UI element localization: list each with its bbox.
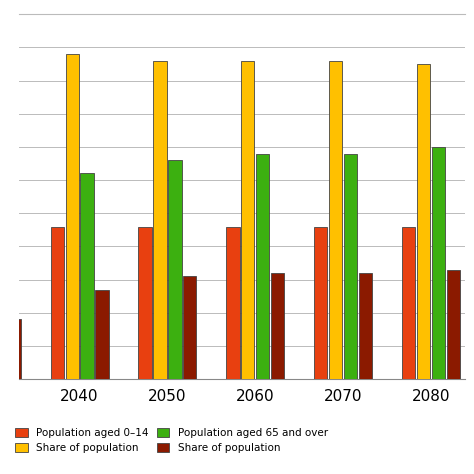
Bar: [0, 203, 6, 379]
Bar: [154, 61, 166, 379]
Bar: [138, 227, 152, 379]
Bar: [183, 276, 197, 379]
Bar: [314, 227, 328, 379]
Bar: [329, 61, 342, 379]
Bar: [8, 319, 21, 379]
Bar: [432, 147, 445, 379]
Bar: [256, 154, 269, 379]
Bar: [344, 154, 357, 379]
Bar: [95, 290, 109, 379]
Legend: Population aged 0–14, Share of population, Population aged 65 and over, Share of: Population aged 0–14, Share of populatio…: [15, 428, 328, 454]
Bar: [227, 227, 239, 379]
Bar: [168, 160, 182, 379]
Bar: [241, 61, 255, 379]
Bar: [65, 54, 79, 379]
Bar: [271, 273, 284, 379]
Bar: [81, 173, 94, 379]
Bar: [359, 273, 372, 379]
Bar: [447, 270, 460, 379]
Bar: [402, 227, 415, 379]
Bar: [417, 64, 430, 379]
Bar: [51, 227, 64, 379]
